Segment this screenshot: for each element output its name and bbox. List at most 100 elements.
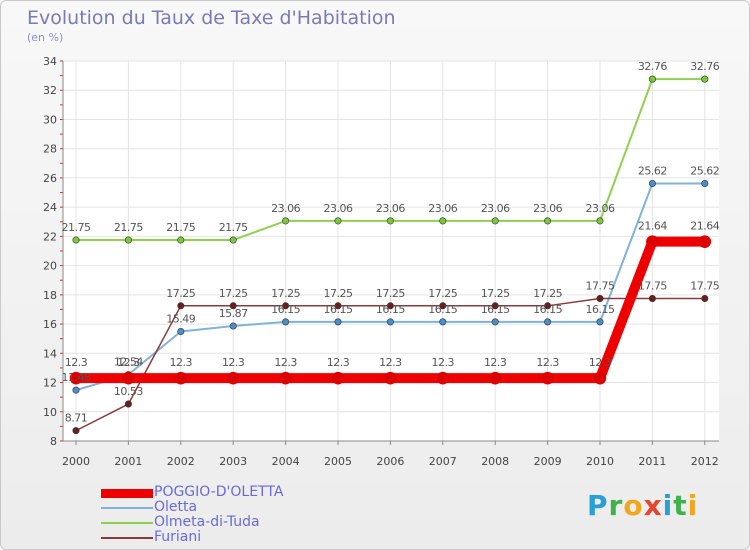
data-label: 21.64	[638, 220, 667, 233]
y-tick-label: 8	[50, 435, 57, 448]
data-label: 23.06	[376, 202, 405, 215]
y-tick-label: 24	[43, 201, 57, 214]
data-point	[279, 371, 292, 385]
data-point	[439, 302, 447, 310]
data-label: 21.75	[62, 221, 91, 234]
data-label: 17.75	[638, 280, 667, 293]
data-point	[386, 318, 394, 326]
data-point	[177, 302, 185, 310]
data-label: 12.3	[589, 356, 612, 369]
data-point	[386, 217, 394, 225]
data-point	[72, 236, 80, 244]
data-label: 12.3	[379, 356, 402, 369]
data-label: 17.25	[376, 287, 405, 300]
y-tick-label: 14	[43, 347, 57, 360]
data-point	[596, 294, 604, 302]
data-point	[384, 371, 397, 385]
x-tick-label: 2010	[586, 455, 614, 468]
y-tick-label: 30	[43, 113, 57, 126]
legend-swatch	[101, 507, 153, 509]
data-point	[701, 294, 709, 302]
data-point	[229, 302, 237, 310]
data-point	[648, 179, 656, 187]
x-tick-label: 2002	[167, 455, 195, 468]
data-label: 16.15	[376, 303, 405, 316]
proxiti-logo: Proxiti	[587, 489, 698, 522]
data-label: 21.75	[166, 221, 195, 234]
data-point	[226, 371, 240, 385]
data-point	[282, 318, 290, 326]
data-label: 17.25	[428, 287, 457, 300]
data-point	[698, 235, 712, 248]
data-point	[648, 75, 656, 83]
data-label: 23.06	[533, 202, 562, 215]
data-label: 23.06	[428, 202, 457, 215]
data-label: 23.06	[271, 202, 300, 215]
data-point	[491, 302, 499, 310]
data-point	[334, 217, 342, 225]
chart-subtitle: (en %)	[27, 31, 64, 44]
x-tick-label: 2007	[429, 455, 457, 468]
y-tick-label: 22	[43, 230, 57, 243]
logo-letter: t	[673, 489, 688, 522]
data-point	[544, 318, 552, 326]
legend-label: POGGIO-D'OLETTA	[154, 484, 284, 500]
data-label: 21.75	[114, 221, 143, 234]
data-point	[124, 236, 132, 244]
x-tick-label: 2001	[114, 455, 142, 468]
data-label: 8.71	[65, 412, 88, 425]
legend-label: Furiani	[154, 529, 202, 545]
data-label: 12.3	[484, 356, 507, 369]
data-point	[488, 371, 502, 385]
data-label: 12.3	[222, 356, 245, 369]
data-label: 12.3	[117, 356, 140, 369]
data-point	[593, 371, 607, 385]
data-label: 16.15	[324, 303, 353, 316]
data-point	[596, 217, 604, 225]
data-label: 17.25	[324, 287, 353, 300]
data-point	[701, 179, 709, 187]
data-point	[69, 371, 83, 385]
data-point	[334, 318, 342, 326]
data-label: 16.15	[271, 303, 300, 316]
data-point	[124, 400, 132, 408]
logo-letter: x	[643, 489, 663, 522]
data-point	[72, 386, 80, 394]
legend-swatch	[101, 489, 153, 498]
y-tick-label: 34	[43, 55, 57, 68]
data-label: 12.3	[170, 356, 193, 369]
data-point	[177, 328, 185, 336]
x-tick-label: 2012	[691, 455, 719, 468]
data-label: 17.25	[219, 287, 248, 300]
data-point	[177, 236, 185, 244]
data-point	[646, 235, 659, 248]
data-label: 12.3	[327, 356, 350, 369]
data-label: 15.49	[166, 313, 195, 326]
data-label: 16.15	[481, 303, 510, 316]
data-point	[331, 371, 345, 385]
legend-label: Oletta	[154, 499, 198, 515]
data-point	[229, 236, 237, 244]
data-point	[282, 302, 290, 310]
logo-letter: r	[608, 489, 624, 522]
data-label: 17.25	[166, 287, 195, 300]
data-point	[544, 302, 552, 310]
data-label: 15.87	[219, 307, 248, 320]
y-tick-label: 16	[43, 318, 57, 331]
chart-title: Evolution du Taux de Taxe d'Habitation	[27, 7, 396, 29]
data-point	[648, 294, 656, 302]
y-tick-label: 26	[43, 172, 57, 185]
data-label: 12.54	[114, 356, 143, 369]
data-point	[334, 302, 342, 310]
x-tick-label: 2005	[324, 455, 352, 468]
x-tick-label: 2000	[62, 455, 90, 468]
data-point	[386, 302, 394, 310]
data-label: 21.64	[690, 220, 719, 233]
data-label: 16.15	[533, 303, 562, 316]
x-tick-label: 2006	[376, 455, 404, 468]
legend-swatch	[101, 522, 153, 524]
logo-letter: i	[662, 489, 674, 522]
y-tick-label: 20	[43, 260, 57, 273]
data-point	[72, 427, 80, 435]
x-tick-label: 2011	[638, 455, 666, 468]
